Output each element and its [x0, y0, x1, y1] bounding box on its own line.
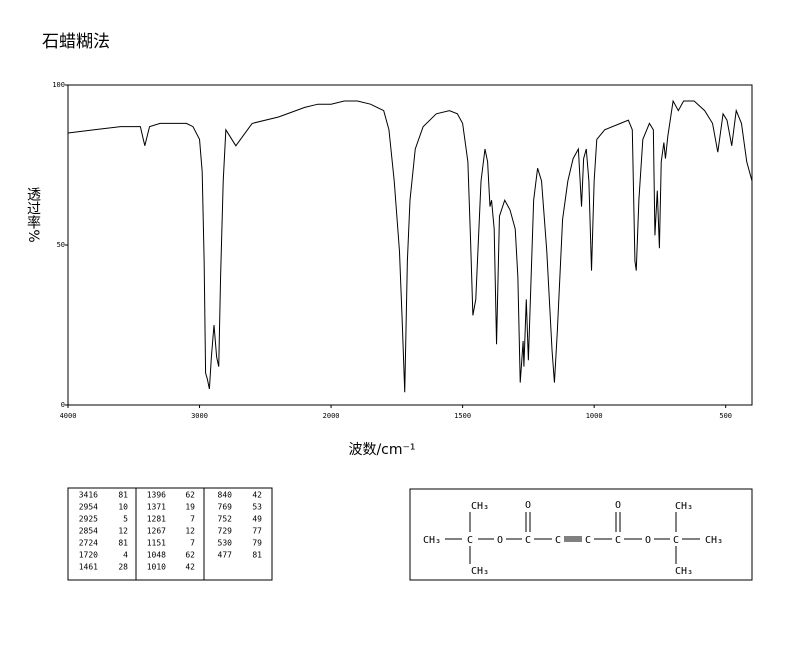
peak-wavenumber: 1396 [147, 491, 166, 500]
peak-wavenumber: 729 [218, 527, 233, 536]
peak-transmittance: 81 [252, 551, 262, 560]
y-tick-label: 0 [61, 401, 65, 409]
atom: O [497, 535, 503, 546]
peak-transmittance: 12 [118, 527, 128, 536]
peak-transmittance: 79 [252, 539, 262, 548]
peak-wavenumber: 1151 [147, 539, 166, 548]
peak-wavenumber: 2925 [79, 515, 98, 524]
peak-transmittance: 62 [185, 551, 195, 560]
peak-transmittance: 12 [185, 527, 195, 536]
y-axis-label: 透过率% [25, 187, 41, 242]
peak-transmittance: 7 [190, 539, 195, 548]
peak-wavenumber: 752 [218, 515, 233, 524]
structure: CH₃ C CH₃ CH₃ O C O C C C O O C CH₃ CH₃ … [409, 488, 753, 581]
peak-wavenumber: 2954 [79, 503, 98, 512]
peak-wavenumber: 1281 [147, 515, 166, 524]
peak-transmittance: 62 [185, 491, 195, 500]
atom: CH₃ [675, 566, 693, 577]
atom: C [615, 535, 621, 546]
peak-wavenumber: 1720 [79, 551, 98, 560]
peak-wavenumber: 477 [218, 551, 233, 560]
x-tick-label: 1000 [586, 412, 603, 420]
atom: C [585, 535, 591, 546]
structure-frame [409, 488, 753, 581]
peak-transmittance: 42 [185, 563, 195, 572]
x-tick-label: 2000 [323, 412, 340, 420]
atom: C [555, 535, 561, 546]
atom: C [525, 535, 531, 546]
peak-wavenumber: 3416 [79, 491, 98, 500]
spectrum-line [67, 99, 753, 393]
peak-transmittance: 28 [118, 563, 128, 572]
peak-transmittance: 81 [118, 491, 128, 500]
chart-title: 石蜡糊法 [42, 32, 110, 52]
peak-table: 3416 81 2954 10 2925 5 2854 12 2724 81 1720 4 1461 28… [67, 487, 273, 581]
peak-transmittance: 53 [252, 503, 262, 512]
peak-transmittance: 19 [185, 503, 195, 512]
peak-transmittance: 4 [123, 551, 128, 560]
atom: C [673, 535, 679, 546]
peak-wavenumber: 1048 [147, 551, 166, 560]
peak-transmittance: 77 [252, 527, 262, 536]
atom: O [645, 535, 651, 546]
atom: CH₃ [471, 566, 489, 577]
peak-wavenumber: 1267 [147, 527, 166, 536]
peak-transmittance: 5 [123, 515, 128, 524]
y-tick-label: 100 [52, 81, 65, 89]
atom: CH₃ [423, 535, 441, 546]
atom: O [525, 500, 531, 511]
peak-wavenumber: 840 [218, 491, 233, 500]
peak-wavenumber: 1010 [147, 563, 166, 572]
peak-wavenumber: 2854 [79, 527, 98, 536]
peak-wavenumber: 1371 [147, 503, 166, 512]
peak-transmittance: 7 [190, 515, 195, 524]
x-axis-label: 波数/cm⁻¹ [348, 442, 415, 458]
y-tick-label: 50 [57, 241, 65, 249]
atom: O [615, 500, 621, 511]
atom: C [467, 535, 473, 546]
peak-wavenumber: 1461 [79, 563, 98, 572]
peak-transmittance: 42 [252, 491, 262, 500]
peak-wavenumber: 769 [218, 503, 233, 512]
x-tick-label: 4000 [60, 412, 77, 420]
x-tick-label: 1500 [454, 412, 471, 420]
peak-wavenumber: 2724 [79, 539, 98, 548]
x-tick-label: 500 [719, 412, 732, 420]
atom: CH₃ [705, 535, 723, 546]
atom: CH₃ [675, 501, 693, 512]
peak-transmittance: 10 [118, 503, 128, 512]
x-tick-label: 3000 [191, 412, 208, 420]
table-frame [67, 487, 273, 581]
atom: CH₃ [471, 501, 489, 512]
peak-transmittance: 49 [252, 515, 262, 524]
plot-frame [67, 84, 753, 406]
peak-transmittance: 81 [118, 539, 128, 548]
peak-wavenumber: 530 [218, 539, 233, 548]
